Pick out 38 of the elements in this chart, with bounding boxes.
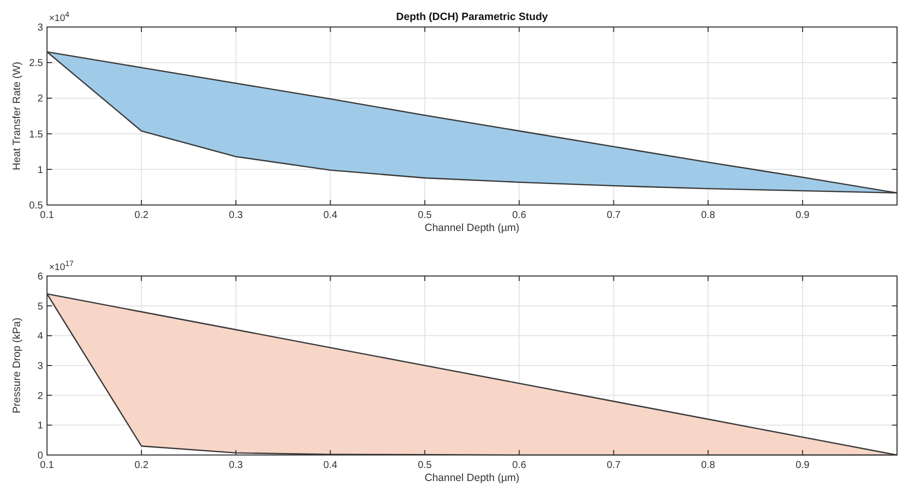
x-tick-label: 0.7 — [606, 210, 622, 221]
y-axis-title: Heat Transfer Rate (W) — [11, 62, 23, 170]
y-tick-label: 1 — [37, 420, 44, 432]
y-axis-title: Pressure Drop (kPa) — [11, 318, 23, 414]
y-tick-label: 4 — [37, 331, 44, 342]
x-tick-label: 0.3 — [228, 460, 244, 471]
y-tick-label: 3 — [37, 22, 44, 34]
chart-title: Depth (DCH) Parametric Study — [396, 11, 548, 23]
x-axis-title: Channel Depth (µm) — [424, 472, 520, 484]
x-tick-label: 0.9 — [796, 210, 810, 221]
x-tick-label: 0.2 — [134, 210, 149, 221]
y-tick-label: 2.5 — [29, 58, 44, 70]
x-tick-label: 0.6 — [512, 210, 527, 221]
y-tick-label: 5 — [37, 301, 44, 312]
x-tick-label: 0.6 — [512, 460, 527, 471]
y-tick-label: 2 — [37, 390, 44, 402]
x-tick-label: 0.1 — [40, 210, 54, 221]
text: ×10$^{17}$ — [49, 258, 74, 273]
x-tick-label: 0.1 — [40, 460, 54, 471]
y-tick-label: 6 — [37, 272, 44, 282]
x-axis-title: Channel Depth (µm) — [424, 222, 520, 234]
x-tick-label: 0.2 — [134, 460, 149, 471]
x-tick-label: 0.5 — [418, 210, 432, 221]
y-tick-label: 0.5 — [29, 200, 44, 212]
y-tick-label: 0 — [37, 450, 44, 462]
y-tick-label: 1.5 — [29, 129, 44, 140]
x-tick-label: 0.7 — [606, 460, 622, 471]
y-tick-label: 2 — [37, 94, 44, 105]
x-tick-label: 0.9 — [796, 460, 810, 471]
y-tick-label: 3 — [37, 361, 44, 372]
y-tick-label: 1 — [37, 164, 44, 176]
x-tick-label: 0.4 — [323, 210, 338, 221]
x-tick-label: 0.3 — [228, 210, 244, 221]
text: ×10$^{4}$ — [49, 10, 70, 24]
x-tick-label: 0.8 — [701, 460, 716, 471]
x-tick-label: 0.8 — [701, 210, 716, 221]
x-tick-label: 0.5 — [418, 460, 432, 471]
x-tick-label: 0.4 — [323, 460, 338, 471]
